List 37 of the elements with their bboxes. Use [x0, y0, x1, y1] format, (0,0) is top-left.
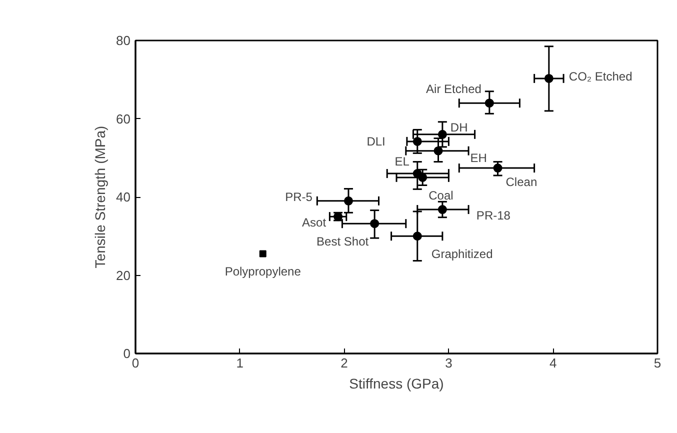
y-tick-label: 20 [116, 268, 131, 283]
annotation: PR-18 [476, 208, 511, 223]
point [434, 146, 443, 156]
annotation: CO₂ Etched [568, 69, 632, 84]
annotation: Clean [506, 175, 538, 190]
point [493, 164, 502, 173]
annotation: Coal [428, 188, 454, 202]
point [344, 196, 353, 206]
x-axis-title: Stiffness (GPa) [349, 376, 444, 392]
annotation: Asot [302, 216, 327, 230]
annotation: EH [470, 150, 487, 165]
point [259, 250, 266, 258]
annotation: Air Etched [426, 82, 482, 96]
annotation: DH [450, 120, 468, 134]
point [438, 205, 447, 214]
y-axis-title: Tensile Strength (MPa) [92, 126, 108, 268]
annotation: Graphitized [431, 247, 493, 262]
x-tick-label: 1 [236, 356, 244, 370]
x-tick-label: 2 [340, 356, 348, 370]
point [412, 232, 422, 241]
annotation: EL [394, 154, 410, 169]
annotation: Best Shot [316, 234, 370, 249]
annotation: DLI [366, 134, 386, 148]
point [544, 74, 554, 83]
point [484, 98, 494, 108]
x-tick-label: 5 [654, 356, 662, 370]
point [412, 136, 422, 146]
y-tick-label: 80 [116, 33, 131, 48]
annotation: Polypropylene [224, 264, 302, 279]
x-tick-label: 3 [445, 356, 452, 370]
annotation: PR-5 [285, 190, 313, 204]
point [438, 130, 447, 139]
x-tick-label: 4 [549, 356, 557, 370]
y-tick-label: 40 [116, 190, 131, 204]
point [370, 219, 380, 228]
y-tick-label: 60 [116, 111, 131, 126]
y-tick-label: 0 [123, 346, 131, 361]
